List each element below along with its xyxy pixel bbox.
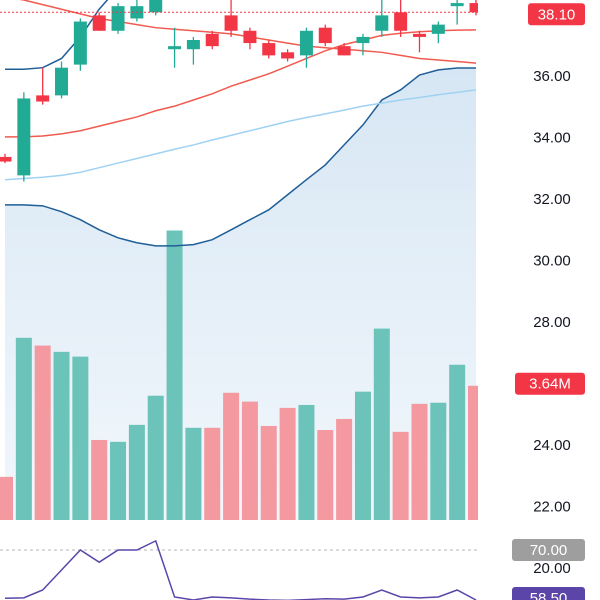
y-tick-label: 34.00 bbox=[533, 129, 571, 146]
volume-bar bbox=[34, 345, 51, 520]
volume-bar bbox=[166, 230, 183, 520]
volume-bar bbox=[336, 418, 353, 520]
rsi-line bbox=[4, 539, 477, 600]
candle-body bbox=[205, 33, 219, 47]
volume-bar bbox=[298, 404, 315, 520]
volume-bar bbox=[91, 439, 108, 520]
volume-bar bbox=[279, 407, 296, 520]
candle-body bbox=[149, 0, 163, 13]
candle-body bbox=[356, 36, 370, 44]
indicator-line bbox=[19, 0, 477, 64]
y-tick-label: 30.00 bbox=[533, 253, 571, 270]
candle-body bbox=[281, 52, 295, 59]
volume-bar bbox=[185, 427, 202, 520]
rsi-pane bbox=[0, 539, 478, 600]
value-badge bbox=[512, 539, 585, 561]
volume-bar bbox=[411, 403, 428, 520]
y-tick-label: 24.00 bbox=[533, 437, 571, 454]
value-badge bbox=[512, 587, 585, 600]
y-tick-label: 28.00 bbox=[533, 314, 571, 331]
indicator-line bbox=[5, 29, 477, 138]
candle-body bbox=[318, 27, 332, 44]
y-tick-label: 20.00 bbox=[533, 560, 571, 577]
indicator-line bbox=[4, 89, 477, 181]
candle-body bbox=[412, 33, 426, 37]
volume-bar bbox=[53, 351, 70, 520]
candle-body bbox=[469, 3, 478, 13]
candle-body bbox=[299, 30, 313, 56]
candle-body bbox=[375, 15, 389, 31]
volume-bar bbox=[72, 356, 89, 520]
volume-bar bbox=[260, 425, 277, 520]
volume-bar bbox=[392, 431, 409, 520]
price-pane bbox=[0, 0, 478, 520]
volume-bar bbox=[430, 402, 447, 520]
volume-bar bbox=[0, 476, 13, 520]
volume-bar bbox=[110, 441, 127, 520]
candle-body bbox=[168, 46, 182, 50]
candle-body bbox=[111, 6, 125, 31]
y-tick-label: 22.00 bbox=[533, 499, 571, 516]
volume-bar bbox=[128, 424, 145, 520]
candle-body bbox=[17, 98, 31, 176]
candle-body bbox=[55, 67, 69, 96]
volume-bar bbox=[354, 391, 371, 520]
candle-body bbox=[0, 156, 12, 162]
volume-bar bbox=[241, 401, 258, 520]
price-axis: 20.0022.0024.0026.0028.0030.0032.0034.00… bbox=[512, 3, 585, 600]
value-badge bbox=[528, 3, 585, 26]
candle-body bbox=[186, 40, 200, 50]
candle-body bbox=[224, 15, 238, 31]
volume-bar bbox=[15, 337, 32, 520]
volume-bar bbox=[468, 385, 478, 520]
y-tick-label: 36.00 bbox=[533, 68, 571, 85]
candle-body bbox=[262, 43, 276, 56]
y-tick-label: 32.00 bbox=[533, 191, 571, 208]
volume-bar bbox=[204, 427, 221, 520]
volume-bar bbox=[223, 392, 240, 520]
value-badge-label: 38.10 bbox=[538, 6, 576, 23]
volume-bar bbox=[147, 395, 164, 520]
value-badge-label: 3.64M bbox=[529, 376, 571, 393]
candle-body bbox=[431, 24, 445, 34]
value-badge-label: 70.00 bbox=[530, 542, 568, 559]
candle-body bbox=[36, 95, 50, 102]
candle-body bbox=[243, 30, 257, 44]
value-badge-label: 58.50 bbox=[530, 590, 568, 600]
candle-body bbox=[73, 21, 87, 65]
volume-bar bbox=[317, 430, 334, 520]
candle-body bbox=[394, 12, 408, 31]
candle-body bbox=[92, 15, 106, 31]
value-badge bbox=[515, 372, 585, 395]
candle-body bbox=[450, 3, 464, 7]
indicator-line bbox=[5, 67, 476, 247]
candle-body bbox=[337, 46, 351, 56]
volume-bar bbox=[449, 364, 466, 520]
volume-bar bbox=[373, 328, 390, 520]
